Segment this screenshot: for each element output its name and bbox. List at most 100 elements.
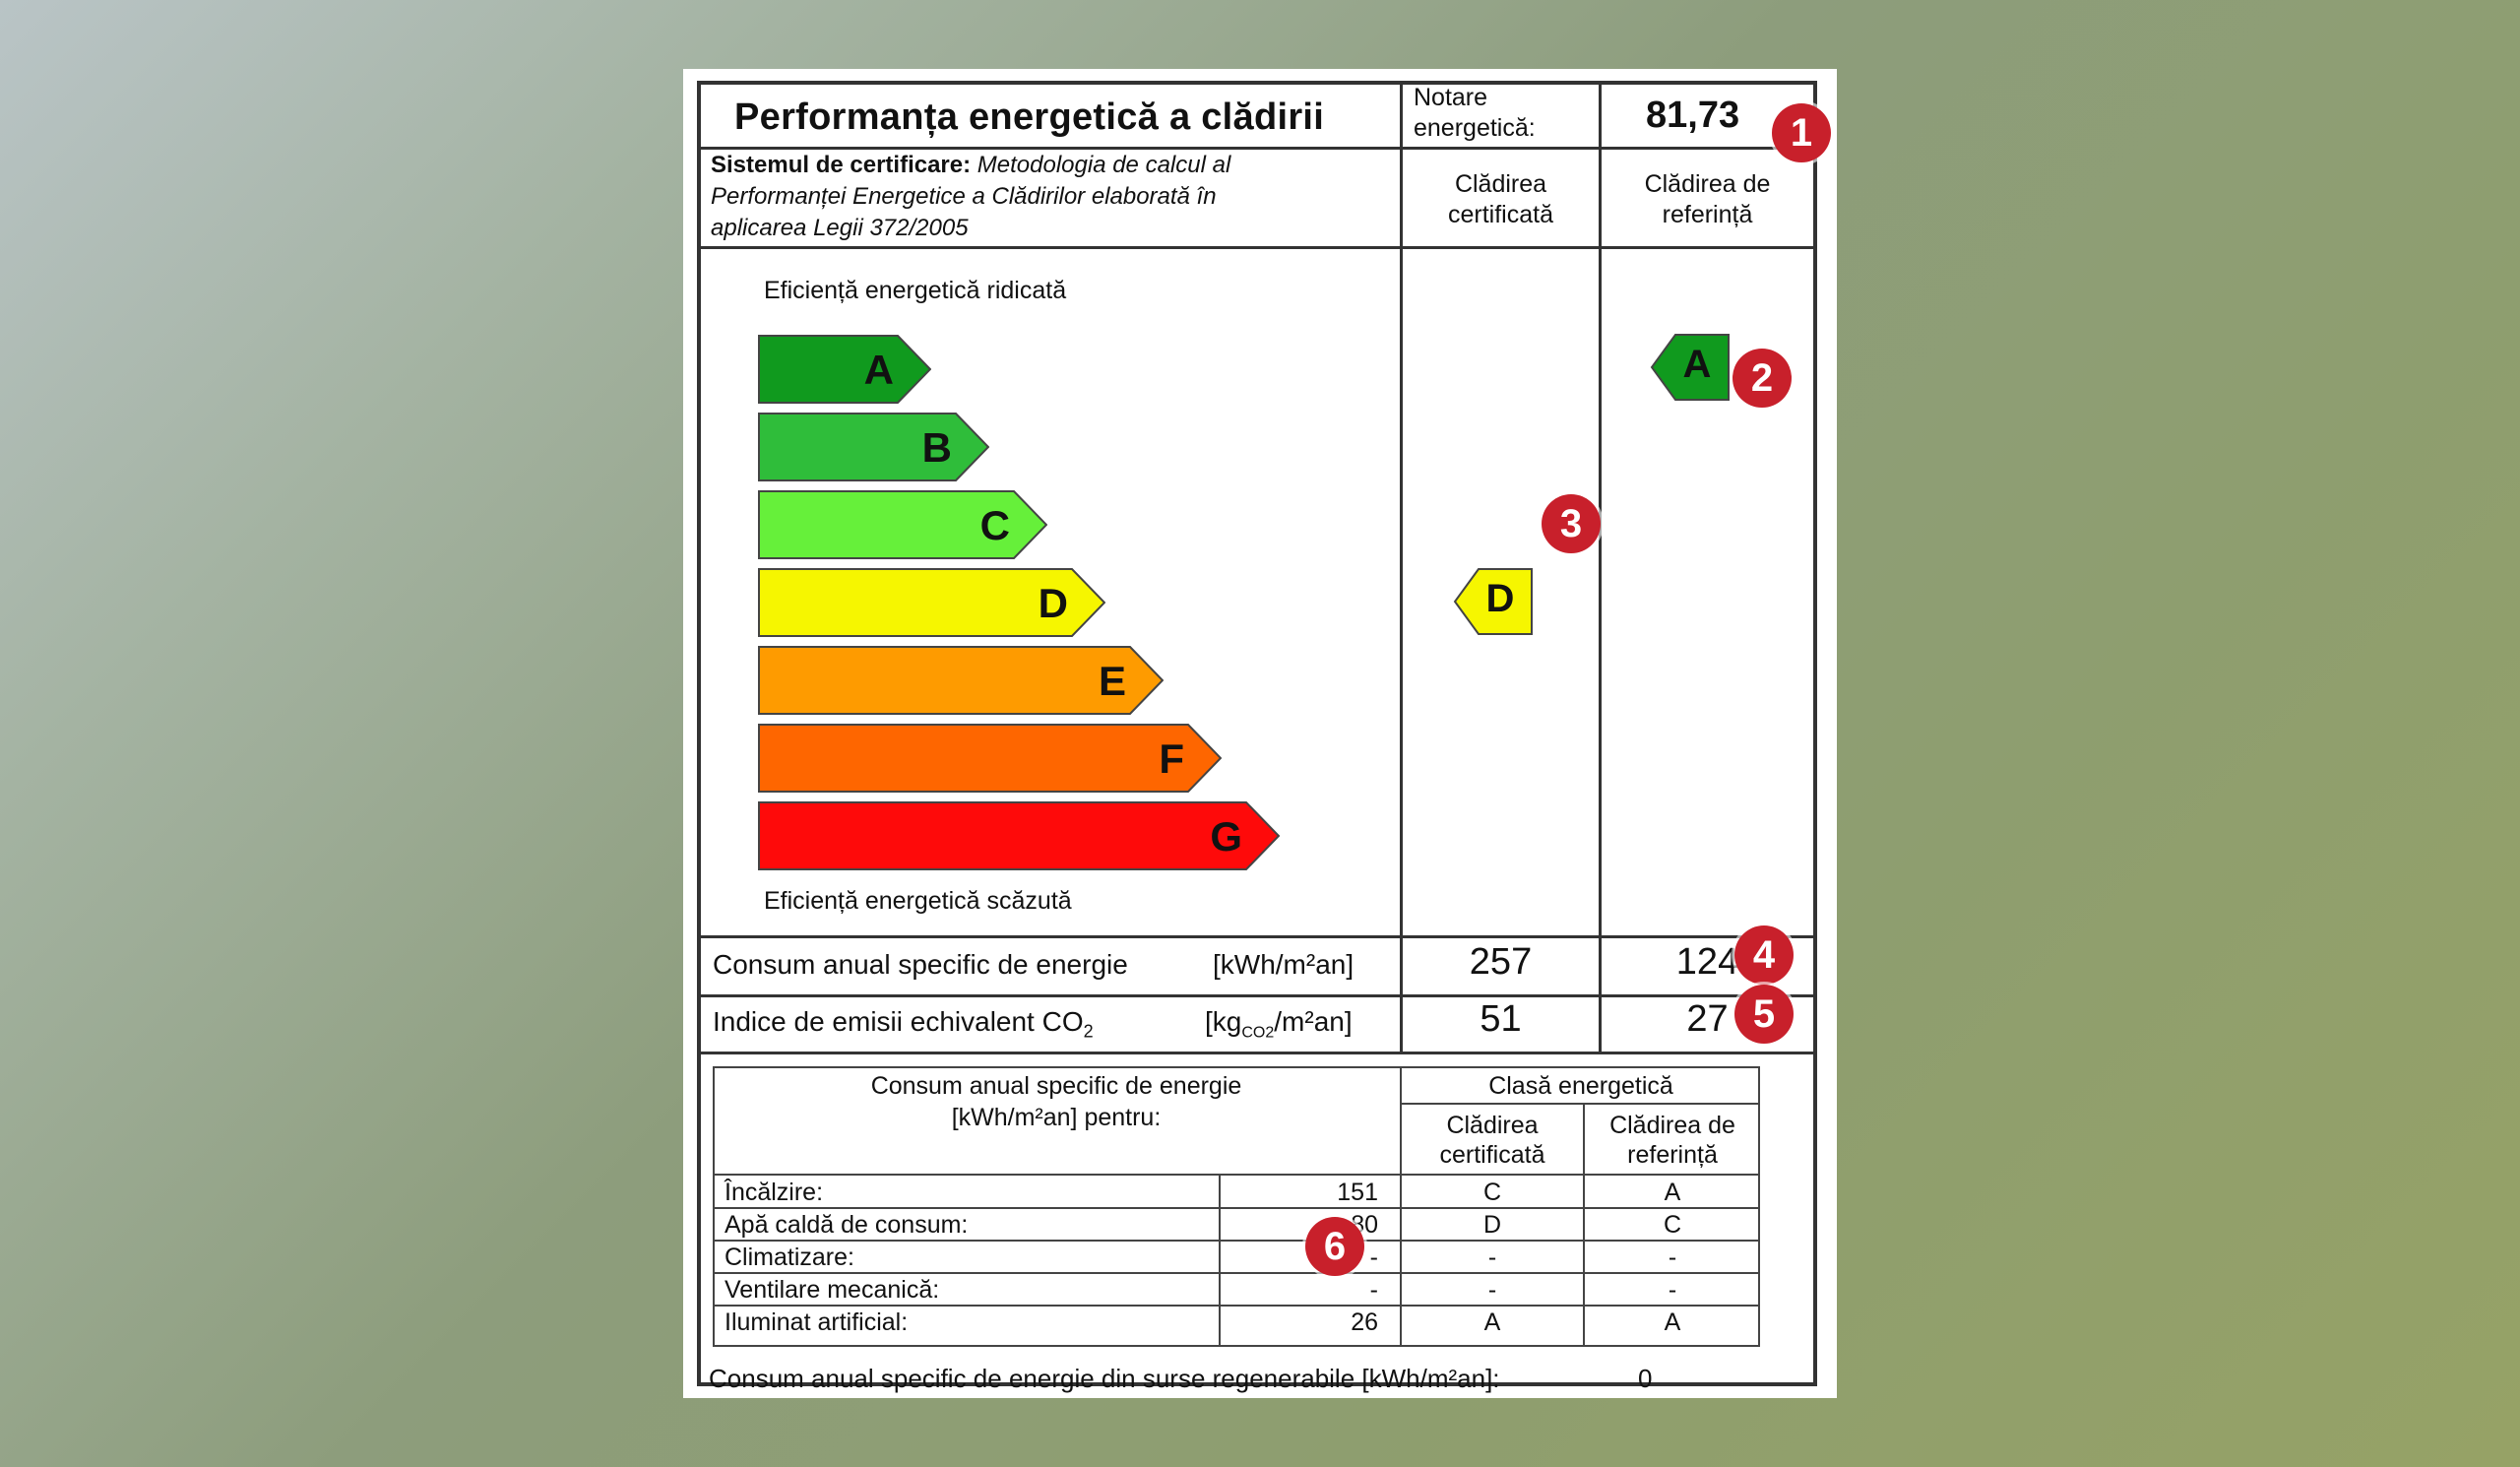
energy-class-letter-a: A xyxy=(863,347,894,393)
renewable-value: 0 xyxy=(1638,1364,1653,1393)
certification-system-line2: Performanței Energetice a Clădirilor ela… xyxy=(711,183,1217,210)
emissions-label-sub: 2 xyxy=(1083,1021,1094,1042)
consumption-reference: 124 xyxy=(1675,941,1739,983)
energy-class-bar-e: E xyxy=(758,646,1164,715)
detail-col-ref: Clădirea de referință xyxy=(1585,1111,1760,1170)
emissions-unit-post: /m²an] xyxy=(1274,1006,1353,1037)
col-certified-line2: certificată xyxy=(1448,201,1553,228)
reference-class-letter: A xyxy=(1682,343,1712,386)
energy-class-bar-b: B xyxy=(758,413,989,481)
class-header: Clasă energetică xyxy=(1488,1072,1673,1100)
detail-col-cert-line1: Clădirea xyxy=(1446,1112,1539,1139)
emissions-label: Indice de emisii echivalent CO2 xyxy=(713,1006,1094,1043)
energy-class-bar-a: A xyxy=(758,335,931,404)
energy-class-bar-d: D xyxy=(758,568,1105,637)
detail-col-ref-line1: Clădirea de xyxy=(1609,1112,1735,1139)
divider-h2 xyxy=(697,246,1817,249)
callout-badge-1: 1 xyxy=(1772,103,1831,162)
energy-class-shape-c xyxy=(758,490,1047,559)
detail-hline-r4 xyxy=(713,1305,1760,1307)
detail-row-ref-class: - xyxy=(1668,1276,1677,1304)
rating-label-line1: Notare xyxy=(1414,84,1488,111)
certified-class-indicator: D xyxy=(1453,567,1534,636)
energy-class-bar-f: F xyxy=(758,724,1222,793)
energy-certificate: Performanța energetică a clădirii Notare… xyxy=(683,69,1837,1398)
detail-col-ref-line2: referință xyxy=(1627,1141,1718,1169)
energy-class-letter-d: D xyxy=(1038,580,1068,626)
detail-row-ref-class: A xyxy=(1664,1308,1681,1336)
divider-v1 xyxy=(1400,81,1403,1053)
detail-hline-header xyxy=(713,1174,1760,1176)
detail-hline-r3 xyxy=(713,1272,1760,1274)
detail-row-ref-class: A xyxy=(1664,1179,1681,1206)
emissions-unit: [kgCO2/m²an] xyxy=(1205,1006,1353,1043)
consumption-unit: [kWh/m²an] xyxy=(1213,949,1354,980)
detail-row-cert-class: - xyxy=(1487,1244,1497,1271)
energy-class-shape-b xyxy=(758,413,989,481)
rating-label-line2: energetică: xyxy=(1414,114,1536,142)
consumption-certified: 257 xyxy=(1469,941,1533,983)
col-certified-header: Clădirea certificată xyxy=(1403,169,1599,230)
certification-system: Sistemul de certificare: Metodologia de … xyxy=(711,150,1390,244)
detail-row-value: 151 xyxy=(1337,1179,1378,1206)
detail-row-ref-class: C xyxy=(1663,1211,1682,1239)
detail-hline-class xyxy=(1400,1103,1760,1105)
detail-hline-r2 xyxy=(713,1240,1760,1242)
detail-row-label: Ventilare mecanică: xyxy=(724,1276,940,1304)
col-reference-line2: referință xyxy=(1662,201,1753,228)
detail-row-cert-class: C xyxy=(1482,1179,1502,1206)
scale-top-label: Eficiență energetică ridicată xyxy=(764,277,1067,304)
scale-bottom-label: Eficiență energetică scăzută xyxy=(764,887,1072,915)
detail-hline-r1 xyxy=(713,1207,1760,1209)
col-reference-line1: Clădirea de xyxy=(1644,170,1771,198)
divider-h4 xyxy=(697,994,1817,997)
energy-class-letter-f: F xyxy=(1159,735,1184,782)
detail-vline-value xyxy=(1219,1175,1221,1347)
energy-class-letter-g: G xyxy=(1210,813,1242,860)
col-certified-line1: Clădirea xyxy=(1454,170,1547,198)
certified-class-letter: D xyxy=(1485,577,1515,620)
certification-system-line3: aplicarea Legii 372/2005 xyxy=(711,215,969,241)
emissions-unit-sub: CO2 xyxy=(1241,1024,1275,1042)
emissions-certified: 51 xyxy=(1480,998,1522,1040)
col-reference-header: Clădirea de referință xyxy=(1602,169,1813,230)
certification-system-line1: Metodologia de calcul al xyxy=(976,152,1231,178)
emissions-reference: 27 xyxy=(1686,998,1729,1040)
detail-header-line1: Consum anual specific de energie xyxy=(870,1072,1242,1100)
callout-badge-5: 5 xyxy=(1734,985,1794,1044)
reference-class-indicator: A xyxy=(1650,333,1731,402)
certification-system-label: Sistemul de certificare: xyxy=(711,152,972,178)
detail-col-cert-line2: certificată xyxy=(1439,1141,1545,1169)
detail-row-ref-class: - xyxy=(1668,1244,1677,1271)
detail-row-value: 26 xyxy=(1351,1308,1378,1336)
energy-class-letter-e: E xyxy=(1098,658,1126,704)
energy-class-bar-g: G xyxy=(758,801,1280,870)
detail-row-label: Iluminat artificial: xyxy=(724,1308,909,1336)
detail-col-cert: Clădirea certificată xyxy=(1402,1111,1583,1170)
detail-row-label: Climatizare: xyxy=(724,1244,854,1271)
detail-row-value: - xyxy=(1369,1276,1378,1304)
emissions-unit-pre: [kg xyxy=(1205,1006,1242,1037)
detail-row-label: Apă caldă de consum: xyxy=(724,1211,969,1239)
callout-badge-4: 4 xyxy=(1734,925,1794,985)
energy-class-shape-a xyxy=(758,335,931,404)
detail-table: Consum anual specific de energie [kWh/m²… xyxy=(709,1066,1760,1415)
callout-badge-6: 6 xyxy=(1305,1217,1364,1276)
divider-h3 xyxy=(697,935,1817,938)
energy-class-shape-e xyxy=(758,646,1164,715)
certificate-border xyxy=(697,81,1817,1386)
consumption-label: Consum anual specific de energie xyxy=(713,949,1128,980)
energy-class-letter-b: B xyxy=(921,424,952,471)
energy-class-bar-c: C xyxy=(758,490,1047,559)
energy-class-letter-c: C xyxy=(979,502,1010,548)
callout-badge-2: 2 xyxy=(1732,349,1792,408)
detail-row-value: - xyxy=(1369,1244,1378,1271)
detail-row-cert-class: - xyxy=(1487,1276,1497,1304)
divider-v2 xyxy=(1599,81,1602,1053)
detail-row-label: Încălzire: xyxy=(724,1179,824,1206)
certified-class-arrow xyxy=(1453,568,1533,635)
detail-row-cert-class: D xyxy=(1482,1211,1502,1239)
callout-badge-3: 3 xyxy=(1542,494,1601,553)
divider-h1 xyxy=(697,147,1817,150)
energy-class-shape-d xyxy=(758,568,1105,637)
